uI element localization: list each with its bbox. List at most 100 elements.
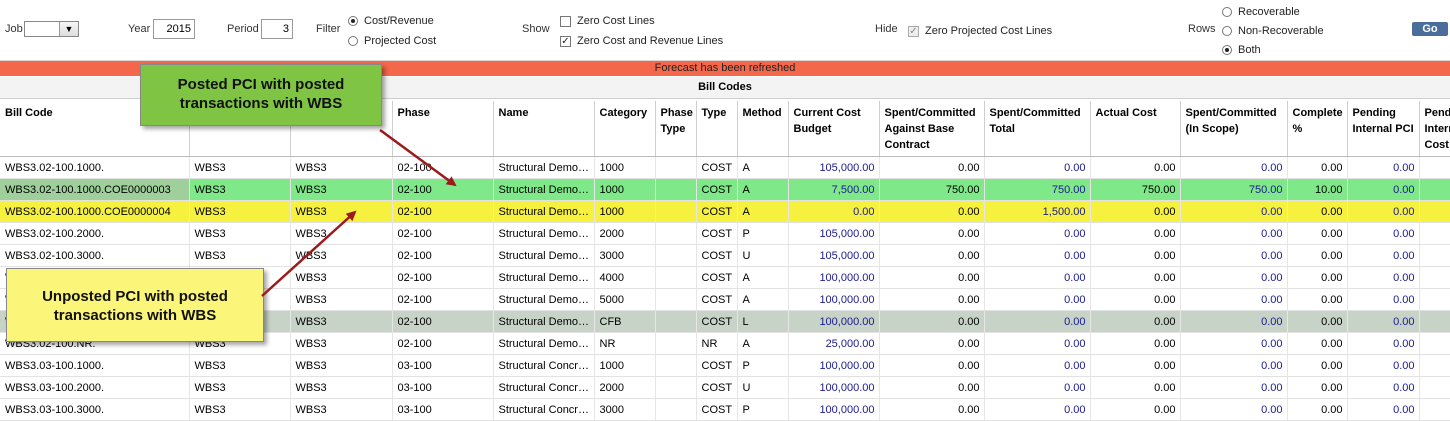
table-cell — [1419, 332, 1450, 355]
table-cell: 02-100 — [392, 156, 494, 179]
table-row[interactable]: WBS3.02-100.1000.COE0000004 WBS3 WBS3 02-10… — [0, 200, 1450, 223]
table-cell: WBS3 — [290, 332, 393, 355]
table-cell: Structural Demolit... — [493, 222, 595, 245]
table-cell: WBS3.03-100.2000. — [0, 376, 190, 399]
filter-option-cost-revenue[interactable]: Cost/Revenue — [348, 15, 434, 27]
table-cell: 0.00 — [1347, 244, 1420, 267]
table-cell: 0.00 — [1287, 244, 1348, 267]
table-cell: WBS3 — [290, 310, 393, 333]
table-cell: 1000 — [594, 354, 656, 377]
column-header[interactable]: Phase — [392, 101, 494, 157]
column-header[interactable]: Complete % — [1287, 101, 1348, 157]
checkbox-checked-disabled-icon[interactable]: ✓ — [908, 25, 919, 37]
table-cell: WBS3 — [290, 354, 393, 377]
rows-option-both[interactable]: Both — [1222, 44, 1261, 56]
hide-zero-projected-lines[interactable]: ✓ Zero Projected Cost Lines — [908, 25, 1052, 37]
year-input[interactable]: 2015 — [153, 19, 195, 39]
table-cell: 0.00 — [1180, 376, 1288, 399]
table-cell: WBS3 — [290, 200, 393, 223]
table-row[interactable]: WBS3.02-100.3000. WBS3 WBS3 02-100 Structura… — [0, 244, 1450, 267]
radio-icon[interactable] — [1222, 7, 1232, 17]
table-cell: A — [737, 332, 789, 355]
table-cell: WBS3.03-100.1000. — [0, 354, 190, 377]
table-cell — [655, 310, 697, 333]
table-cell: 02-100 — [392, 266, 494, 289]
column-header[interactable]: Pend Intern Cost — [1419, 101, 1450, 157]
table-cell: 0.00 — [1180, 288, 1288, 311]
column-header[interactable]: Spent/Committed Total — [984, 101, 1091, 157]
show-option-label: Zero Cost Lines — [577, 15, 655, 27]
go-button[interactable]: Go — [1412, 22, 1448, 36]
column-header[interactable]: Actual Cost — [1090, 101, 1181, 157]
table-cell: A — [737, 266, 789, 289]
table-cell: 0.00 — [879, 266, 985, 289]
radio-selected-icon[interactable] — [348, 16, 358, 26]
column-header[interactable]: Phase Type — [655, 101, 697, 157]
table-cell: Structural Demolit... — [493, 178, 595, 201]
table-cell: 0.00 — [1090, 310, 1181, 333]
checkbox-icon[interactable] — [560, 15, 571, 27]
radio-icon[interactable] — [348, 36, 358, 46]
column-header[interactable]: Spent/Committed (In Scope) — [1180, 101, 1288, 157]
table-cell: WBS3.02-100.1000.COE0000003 — [0, 178, 190, 201]
table-cell: 0.00 — [1090, 222, 1181, 245]
job-select[interactable]: ▼ — [24, 21, 79, 37]
table-cell: CFB — [594, 310, 656, 333]
table-cell: 4000 — [594, 266, 656, 289]
table-cell: 100,000.00 — [788, 376, 880, 399]
radio-selected-icon[interactable] — [1222, 45, 1232, 55]
rows-option-non-recoverable[interactable]: Non-Recoverable — [1222, 25, 1324, 37]
table-cell — [1419, 244, 1450, 267]
radio-icon[interactable] — [1222, 26, 1232, 36]
column-header[interactable]: Spent/Committed Against Base Contract — [879, 101, 985, 157]
table-cell: 0.00 — [1347, 178, 1420, 201]
table-cell: COST — [696, 222, 738, 245]
table-cell: WBS3 — [189, 244, 291, 267]
column-header[interactable]: Category — [594, 101, 656, 157]
table-cell: WBS3 — [189, 156, 291, 179]
rows-option-recoverable[interactable]: Recoverable — [1222, 6, 1300, 18]
table-cell: WBS3 — [290, 222, 393, 245]
table-cell: 02-100 — [392, 288, 494, 311]
table-cell: 0.00 — [1090, 354, 1181, 377]
table-cell — [1419, 266, 1450, 289]
table-cell: 105,000.00 — [788, 222, 880, 245]
table-cell: COST — [696, 200, 738, 223]
table-cell: 2000 — [594, 222, 656, 245]
table-cell: 03-100 — [392, 398, 494, 421]
table-cell: P — [737, 222, 789, 245]
table-cell: 0.00 — [1090, 332, 1181, 355]
table-row[interactable]: WBS3.02-100.2000. WBS3 WBS3 02-100 Structura… — [0, 222, 1450, 245]
table-cell: 105,000.00 — [788, 244, 880, 267]
table-row[interactable]: WBS3.02-100.1000. WBS3 WBS3 02-100 Structura… — [0, 156, 1450, 179]
period-input[interactable]: 3 — [261, 19, 293, 39]
table-row[interactable]: WBS3.03-100.3000. WBS3 WBS3 03-100 Structura… — [0, 398, 1450, 421]
table-cell — [655, 222, 697, 245]
column-header[interactable]: Method — [737, 101, 789, 157]
table-row[interactable]: WBS3.03-100.1000. WBS3 WBS3 03-100 Structura… — [0, 354, 1450, 377]
column-header[interactable]: Type — [696, 101, 738, 157]
checkbox-checked-icon[interactable]: ✓ — [560, 35, 571, 47]
filter-label: Filter — [316, 23, 341, 35]
table-row[interactable]: WBS3.03-100.2000. WBS3 WBS3 03-100 Structura… — [0, 376, 1450, 399]
table-cell: 0.00 — [1090, 266, 1181, 289]
table-cell: 0.00 — [1090, 376, 1181, 399]
column-header[interactable]: Pending Internal PCI — [1347, 101, 1420, 157]
chevron-down-icon[interactable]: ▼ — [59, 22, 78, 36]
show-zero-cost-lines[interactable]: Zero Cost Lines — [560, 15, 655, 27]
table-row[interactable]: WBS3.02-100.1000.COE0000003 WBS3 WBS3 02-10… — [0, 178, 1450, 201]
filter-option-projected-cost[interactable]: Projected Cost — [348, 35, 436, 47]
column-header[interactable]: Name — [493, 101, 595, 157]
show-zero-cost-revenue-lines[interactable]: ✓ Zero Cost and Revenue Lines — [560, 35, 723, 47]
callout-posted: Posted PCI with posted transactions with… — [140, 64, 382, 126]
table-cell: 0.00 — [984, 222, 1091, 245]
table-cell: U — [737, 376, 789, 399]
table-cell: 0.00 — [984, 310, 1091, 333]
year-label: Year — [128, 23, 151, 35]
table-row[interactable]: WBS3.02-100.CFB.WBS3WBS302-100Structural… — [0, 310, 1450, 333]
table-cell: 0.00 — [1347, 354, 1420, 377]
column-header[interactable]: Current Cost Budget — [788, 101, 880, 157]
table-cell: 0.00 — [1180, 200, 1288, 223]
table-cell — [655, 398, 697, 421]
table-cell: Structural Demolit... — [493, 310, 595, 333]
